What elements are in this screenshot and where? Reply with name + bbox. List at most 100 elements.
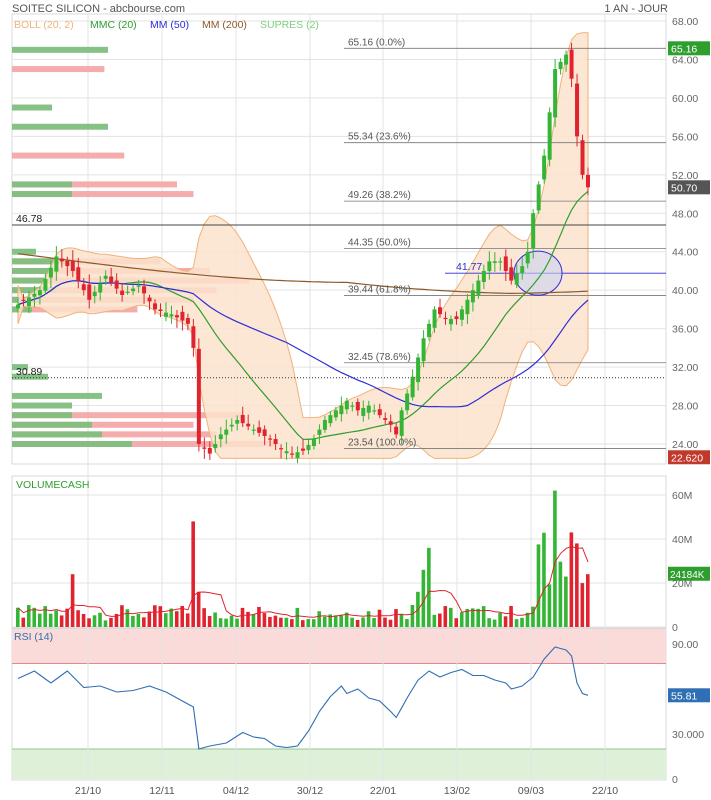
y-tick-label: 44.00 — [672, 247, 698, 259]
volume-bar — [427, 547, 431, 627]
mm50-line — [17, 280, 589, 408]
candle-down — [569, 49, 574, 79]
volume-bar — [366, 611, 371, 627]
candle-up — [410, 376, 415, 398]
volume-bar — [48, 613, 53, 627]
volume-bar — [481, 606, 486, 627]
x-tick-label: 22/10 — [592, 785, 618, 797]
volume-bars — [16, 490, 590, 627]
volume-bar — [487, 618, 491, 627]
volume-bar — [344, 612, 349, 627]
volume-profile-green-bar — [12, 421, 92, 428]
volume-bar — [98, 612, 102, 627]
rsi-line — [17, 646, 589, 750]
volume-bar — [438, 613, 442, 627]
volume-bar — [16, 607, 20, 627]
rsi-oversold-zone — [12, 749, 666, 779]
candle-up — [339, 405, 344, 415]
volume-tag-bg — [668, 566, 710, 581]
volume-bar — [350, 617, 354, 627]
candle-up — [553, 69, 558, 118]
rsi-line — [17, 646, 589, 750]
volume-bar — [163, 613, 168, 627]
volume-bar — [311, 619, 316, 627]
candle-up — [536, 184, 541, 211]
candle-up — [235, 419, 240, 424]
candle-up — [98, 283, 103, 293]
volume-profile-red-bar — [12, 441, 276, 447]
volume-bar — [224, 618, 228, 627]
candle-up — [284, 451, 289, 454]
y-tick-label: 28.00 — [672, 401, 698, 413]
volume-bar — [32, 607, 37, 627]
candle-down — [257, 427, 262, 433]
candle-down — [191, 326, 196, 348]
volume-bar — [564, 576, 568, 627]
candle-up — [470, 290, 475, 303]
volume-bar — [575, 543, 579, 627]
candle-up — [322, 419, 327, 430]
candle-up — [54, 256, 59, 272]
candle-up — [399, 410, 404, 436]
volume-bar — [432, 614, 437, 627]
chart-title: SOITEC SILICON - abcbourse.com — [12, 3, 185, 15]
candle-up — [16, 304, 20, 309]
price-tag-label: 65.16 — [671, 43, 697, 55]
candle-down — [65, 260, 70, 267]
candle-up — [317, 429, 322, 435]
volume-bar — [421, 569, 426, 627]
volume-bar — [185, 613, 190, 627]
candle-up — [136, 285, 141, 287]
fibonacci-level-label: 49.26 (38.2%) — [348, 190, 411, 201]
volume-profile-red-bar — [12, 412, 243, 419]
volume-bar — [43, 606, 48, 627]
bollinger-band-fill — [17, 32, 589, 459]
volume-bar — [377, 609, 382, 627]
volume-bar — [459, 612, 464, 627]
candle-up — [311, 439, 316, 447]
volume-bar — [59, 615, 64, 627]
candle-up — [163, 312, 168, 317]
volume-panel-frame — [11, 475, 667, 629]
volume-bar — [262, 613, 267, 627]
volume-bar — [317, 611, 322, 627]
volume-bar — [103, 620, 108, 627]
x-tick-label: 22/01 — [370, 785, 396, 797]
candle-down — [180, 311, 185, 321]
volume-profile-green-bar — [12, 104, 52, 111]
volume-bar — [558, 561, 563, 627]
volume-bar — [92, 615, 97, 627]
legend-mm50: MM (50) — [150, 19, 189, 31]
volume-bar — [153, 605, 157, 627]
candle-down — [273, 439, 278, 444]
volume-bar — [207, 616, 212, 627]
volume-bar — [158, 606, 163, 627]
candle-up — [224, 429, 229, 435]
labels: 21/10 12/11 04/12 30/12 22/01 13/02 09/03 22/10… — [16, 16, 710, 797]
price-tag-label: 50.70 — [671, 182, 697, 194]
resistance-label: 46.78 — [16, 213, 42, 225]
volume-bar — [54, 610, 58, 627]
volume-bar — [333, 615, 338, 627]
volume-profile-green-bar — [12, 46, 108, 53]
volume-profile-green-bar — [12, 402, 72, 409]
legend-supres: SUPRES (2) — [260, 19, 319, 31]
volume-profile-green-bar — [12, 392, 102, 399]
candle-down — [59, 258, 64, 262]
volume-bar — [465, 609, 470, 627]
candle-up — [328, 415, 333, 424]
candle-down — [586, 174, 590, 188]
rsi-tick-label: 90.00 — [672, 639, 698, 651]
volume-tick-label: 40M — [672, 534, 692, 546]
y-tick-label: 40.00 — [672, 285, 698, 297]
candle-up — [416, 357, 421, 383]
volume-bar — [279, 617, 283, 627]
volume-bar — [37, 613, 42, 627]
volume-profile-green-bar — [12, 267, 52, 274]
volume-bar — [492, 619, 497, 627]
candle-up — [43, 278, 48, 291]
volume-bar — [301, 620, 305, 627]
volume-bar — [131, 616, 135, 627]
candle-down — [290, 453, 295, 455]
